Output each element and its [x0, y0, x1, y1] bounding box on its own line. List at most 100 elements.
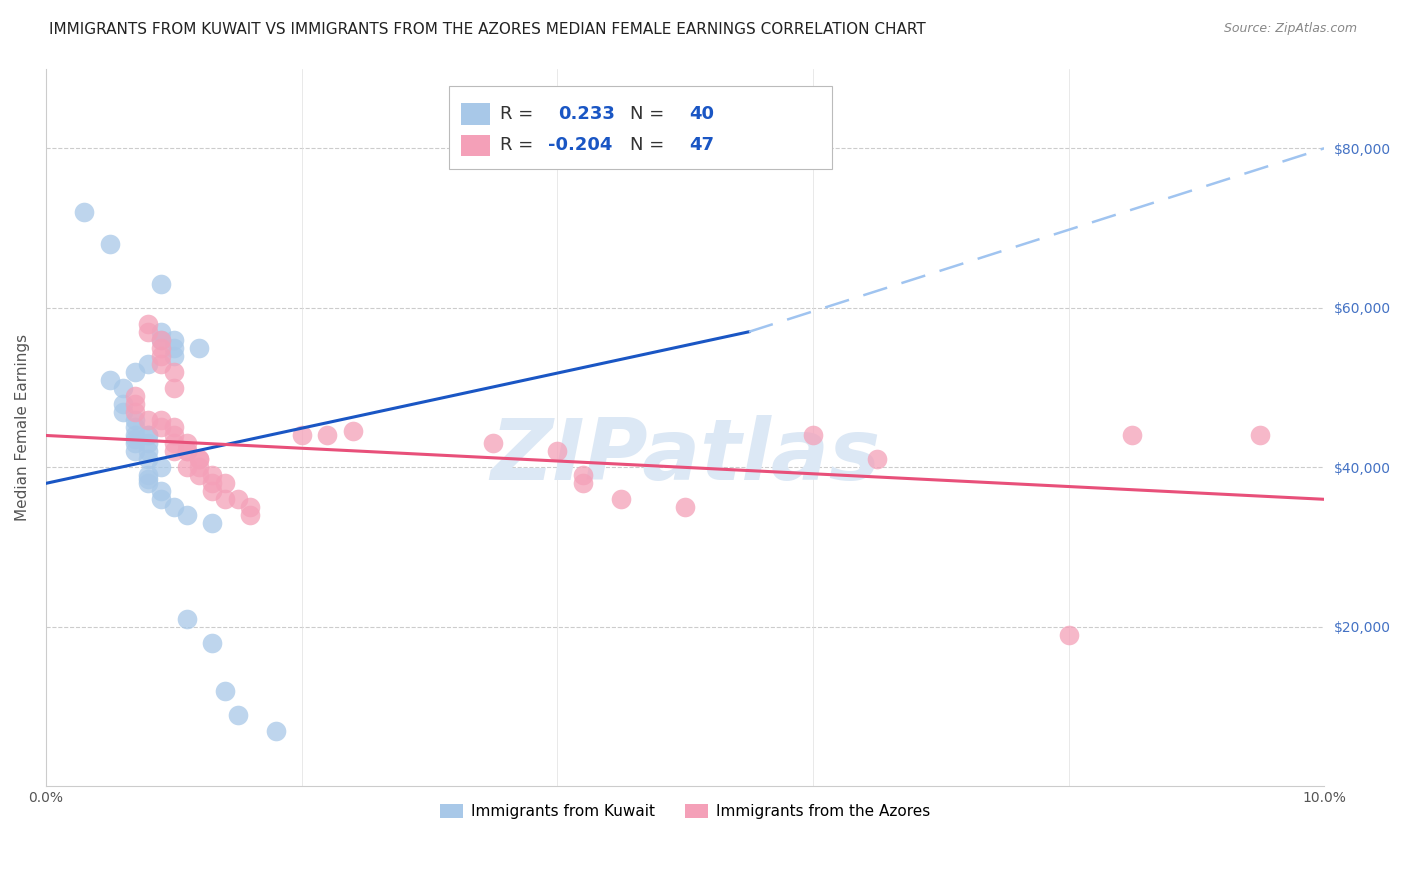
Point — [163, 420, 186, 434]
Text: R =: R = — [499, 136, 538, 154]
Point — [1121, 428, 1143, 442]
Point — [136, 325, 159, 339]
Point — [342, 425, 364, 439]
Point — [610, 492, 633, 507]
Point — [124, 428, 146, 442]
Point — [201, 636, 224, 650]
Point — [291, 428, 314, 442]
Point — [136, 468, 159, 483]
Point — [188, 452, 211, 467]
Point — [150, 325, 173, 339]
Y-axis label: Median Female Earnings: Median Female Earnings — [15, 334, 30, 521]
Point — [136, 452, 159, 467]
Point — [124, 444, 146, 458]
Point — [176, 460, 198, 475]
Point — [136, 412, 159, 426]
Point — [239, 500, 262, 515]
Point — [124, 396, 146, 410]
Text: -0.204: -0.204 — [548, 136, 613, 154]
Point — [136, 428, 159, 442]
Legend: Immigrants from Kuwait, Immigrants from the Azores: Immigrants from Kuwait, Immigrants from … — [434, 798, 936, 825]
Point — [801, 428, 824, 442]
Point — [98, 373, 121, 387]
Point — [176, 612, 198, 626]
Point — [163, 349, 186, 363]
Point — [150, 460, 173, 475]
Point — [136, 317, 159, 331]
Point — [176, 444, 198, 458]
Point — [150, 349, 173, 363]
Point — [73, 205, 96, 219]
Point — [124, 420, 146, 434]
Point — [201, 476, 224, 491]
Point — [176, 436, 198, 450]
Point — [673, 500, 696, 515]
Point — [188, 460, 211, 475]
Point — [111, 404, 134, 418]
Point — [226, 492, 249, 507]
Text: 47: 47 — [689, 136, 714, 154]
Point — [163, 500, 186, 515]
Text: N =: N = — [630, 136, 671, 154]
Point — [136, 428, 159, 442]
Point — [150, 420, 173, 434]
Point — [150, 333, 173, 347]
Point — [163, 333, 186, 347]
Text: N =: N = — [630, 104, 671, 123]
Point — [163, 341, 186, 355]
Point — [176, 444, 198, 458]
Point — [201, 516, 224, 531]
Text: 0.233: 0.233 — [558, 104, 616, 123]
Point — [136, 436, 159, 450]
Point — [316, 428, 339, 442]
Point — [124, 404, 146, 418]
Point — [201, 484, 224, 499]
Point — [546, 444, 568, 458]
Point — [163, 444, 186, 458]
Point — [124, 365, 146, 379]
Point — [188, 468, 211, 483]
Point — [866, 452, 889, 467]
Point — [124, 388, 146, 402]
FancyBboxPatch shape — [449, 87, 832, 169]
Point — [188, 452, 211, 467]
Point — [163, 365, 186, 379]
Point — [163, 428, 186, 442]
Point — [124, 436, 146, 450]
Point — [239, 508, 262, 523]
Point — [176, 508, 198, 523]
Point — [163, 381, 186, 395]
FancyBboxPatch shape — [461, 135, 489, 156]
Point — [124, 433, 146, 447]
Point — [214, 492, 236, 507]
Text: Source: ZipAtlas.com: Source: ZipAtlas.com — [1223, 22, 1357, 36]
Point — [214, 683, 236, 698]
Point — [226, 707, 249, 722]
Point — [136, 472, 159, 486]
Text: IMMIGRANTS FROM KUWAIT VS IMMIGRANTS FROM THE AZORES MEDIAN FEMALE EARNINGS CORR: IMMIGRANTS FROM KUWAIT VS IMMIGRANTS FRO… — [49, 22, 927, 37]
Point — [111, 381, 134, 395]
Point — [136, 357, 159, 371]
Point — [98, 237, 121, 252]
Point — [572, 468, 595, 483]
Point — [111, 396, 134, 410]
Point — [150, 341, 173, 355]
Point — [124, 412, 146, 426]
Point — [150, 357, 173, 371]
Point — [572, 476, 595, 491]
Point — [150, 412, 173, 426]
Point — [1249, 428, 1271, 442]
Point — [150, 333, 173, 347]
Point — [264, 723, 287, 738]
Text: R =: R = — [499, 104, 538, 123]
FancyBboxPatch shape — [461, 103, 489, 125]
Point — [1057, 628, 1080, 642]
Point — [482, 436, 505, 450]
Point — [136, 476, 159, 491]
Text: ZIPatlas: ZIPatlas — [489, 415, 880, 498]
Point — [214, 476, 236, 491]
Point — [150, 277, 173, 291]
Point — [150, 484, 173, 499]
Point — [201, 468, 224, 483]
Point — [136, 444, 159, 458]
